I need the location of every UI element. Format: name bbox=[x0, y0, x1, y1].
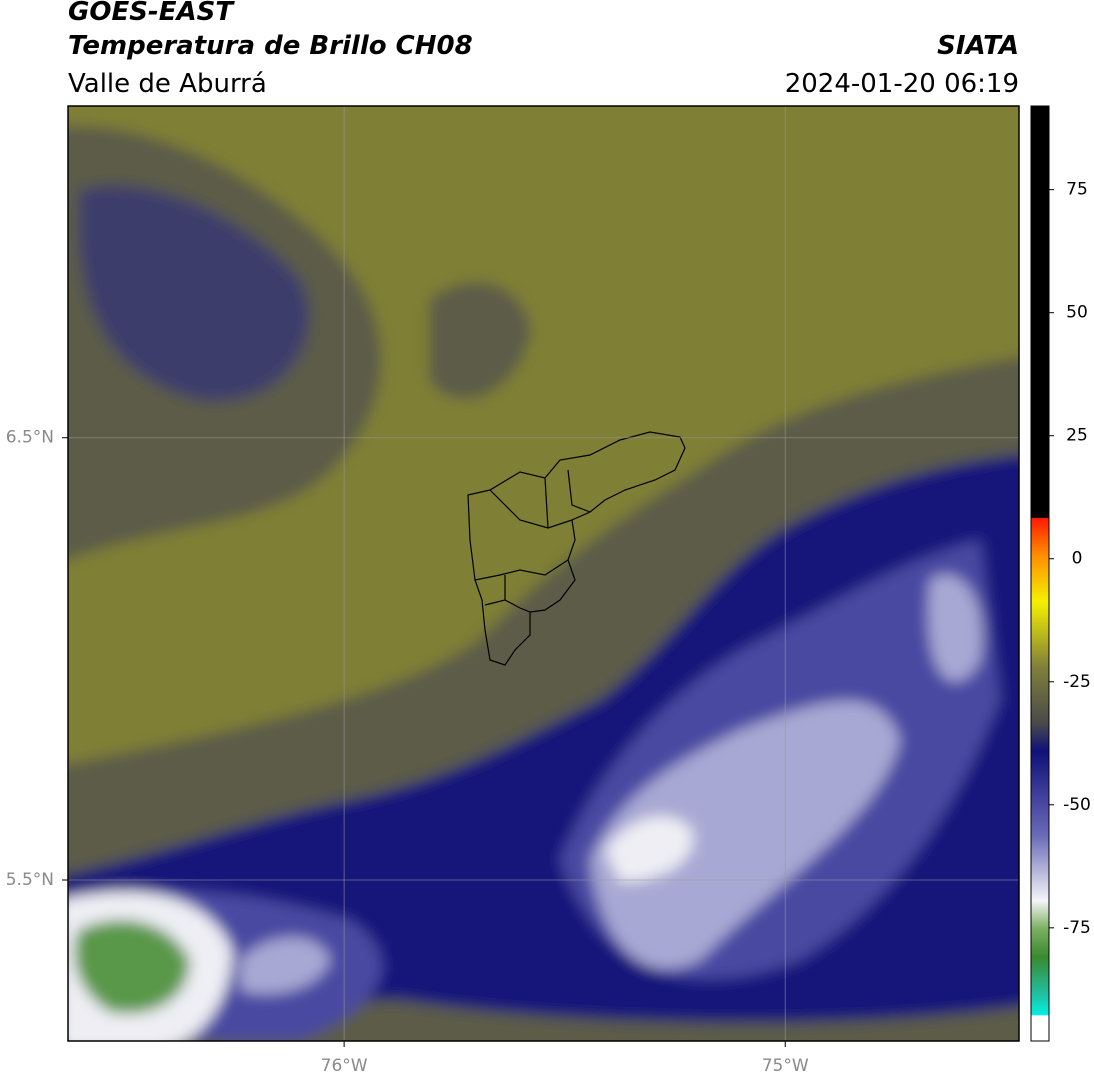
timestamp: 2024-01-20 06:19 bbox=[785, 69, 1019, 99]
subtitle: Temperatura de Brillo CH08 bbox=[68, 31, 473, 61]
colorbar-tick-label: -25 bbox=[1063, 672, 1091, 692]
valle-de-aburra-outline bbox=[467, 431, 686, 666]
colorbar-tick-label: 50 bbox=[1066, 303, 1088, 323]
colorbar-tick-label: 0 bbox=[1072, 549, 1083, 569]
y-tick-label: 6.5°N bbox=[6, 428, 54, 448]
y-tick-label: 5.5°N bbox=[6, 870, 54, 890]
x-tick-label: 76°W bbox=[321, 1056, 368, 1076]
colorbar bbox=[1030, 105, 1050, 1042]
region: Valle de Aburrá bbox=[68, 69, 267, 99]
colorbar-tick-label: 75 bbox=[1066, 180, 1088, 200]
source: SIATA bbox=[937, 31, 1019, 61]
colorbar-tick-label: -75 bbox=[1063, 918, 1091, 938]
colorbar-tick-label: 25 bbox=[1066, 426, 1088, 446]
colorbar-tick-label: -50 bbox=[1063, 795, 1091, 815]
map bbox=[68, 106, 1019, 1041]
cloud-field bbox=[68, 126, 1019, 1041]
x-tick-label: 75°W bbox=[762, 1056, 809, 1076]
map-frame bbox=[67, 105, 1020, 1042]
title: GOES-EAST bbox=[68, 0, 235, 27]
